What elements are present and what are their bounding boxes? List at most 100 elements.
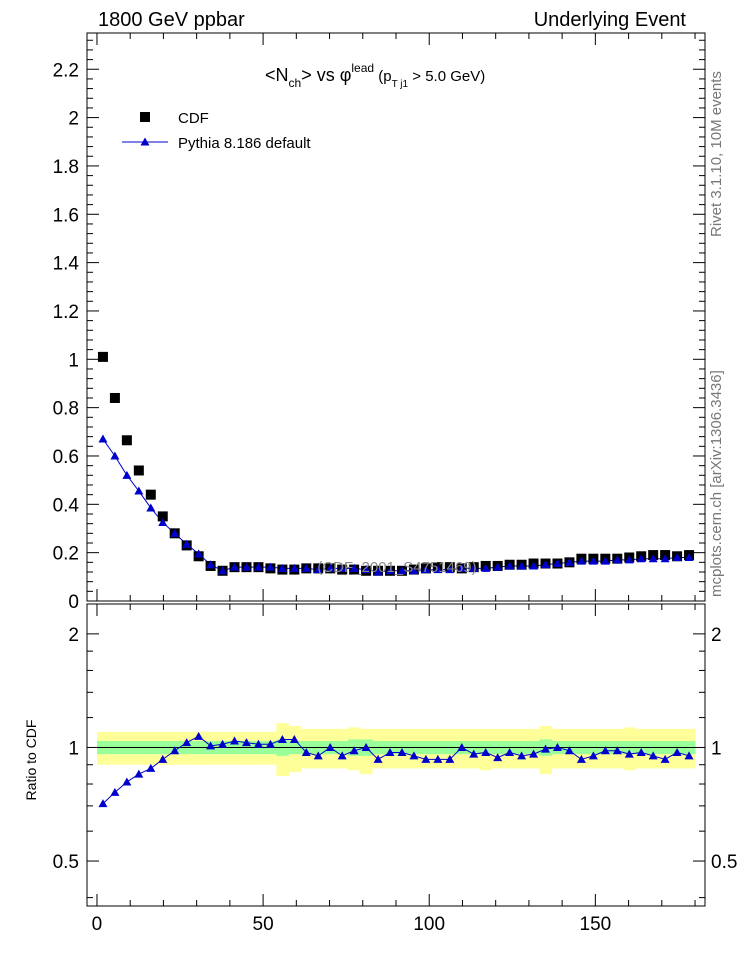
mc-point (194, 549, 204, 558)
ratio-point (134, 769, 144, 778)
ratio-point (170, 746, 180, 755)
ratio-y-axis-label: Ratio to CDF (23, 720, 39, 801)
mc-point (684, 552, 694, 561)
mc-point (170, 528, 180, 537)
x-tick-label: 150 (580, 914, 612, 935)
mc-point (457, 563, 467, 572)
mc-point (660, 554, 670, 563)
ratio-point (122, 777, 132, 786)
mc-point (98, 434, 108, 443)
mc-point (672, 552, 682, 561)
ratio-point (409, 751, 419, 760)
ratio-point (397, 747, 407, 756)
header-left: 1800 GeV ppbar (98, 9, 245, 31)
ratio-point (564, 746, 574, 755)
mc-point (588, 556, 598, 565)
mc-point (241, 562, 251, 571)
ratio-point (277, 734, 287, 743)
plot-title-sup: lead (351, 61, 374, 75)
plot-title-open: <N (265, 65, 289, 85)
ratio-point (505, 747, 515, 756)
x-tick-label: 100 (413, 914, 445, 935)
mc-point (421, 565, 431, 574)
mc-point (493, 562, 503, 571)
ratio-y-tick-label: 0.5 (53, 852, 79, 873)
ratio-point (349, 746, 359, 755)
ratio-point (206, 741, 216, 750)
main-y-tick-label: 0.8 (53, 399, 79, 420)
ratio-point (385, 747, 395, 756)
mc-point (361, 565, 371, 574)
legend-cdf-marker (140, 112, 150, 122)
ratio-point (636, 747, 646, 756)
mc-point (612, 555, 622, 564)
ratio-point (457, 742, 467, 751)
main-y-tick-label: 1.2 (53, 302, 79, 323)
mc-point (469, 563, 479, 572)
cdf-data-point (133, 465, 144, 476)
ratio-point (241, 738, 251, 747)
ratio-point (493, 753, 503, 762)
mc-series-polyline (102, 438, 690, 573)
mc-point (409, 566, 419, 575)
ratio-point (265, 739, 275, 748)
ratio-point (552, 742, 562, 751)
mc-point (349, 563, 359, 572)
mc-point (505, 561, 515, 570)
mc-point (265, 562, 275, 571)
ratio-y-tick-label-right: 0.5 (711, 852, 737, 873)
main-y-tick-label: 1.8 (53, 157, 79, 178)
mc-series-line (102, 438, 690, 573)
mc-point (397, 566, 407, 575)
mc-point (636, 554, 646, 563)
ratio-point (421, 754, 431, 763)
ratio-point (325, 742, 335, 751)
mc-point (146, 503, 156, 512)
ratio-point (469, 749, 479, 758)
ratio-y-tick-label-right: 2 (711, 625, 722, 646)
ratio-point (481, 747, 491, 756)
mc-point (122, 470, 132, 479)
x-tick-label: 50 (253, 914, 274, 935)
main-y-tick-label: 1.6 (53, 205, 79, 226)
mc-point (110, 451, 120, 460)
mc-point (373, 567, 383, 576)
mc-point (337, 563, 347, 572)
ratio-point (445, 754, 455, 763)
mc-point (289, 563, 299, 572)
ratio-point (158, 754, 168, 763)
ratio-point (624, 749, 634, 758)
ratio-axis-ticks (87, 604, 705, 906)
mc-point (158, 517, 168, 526)
ratio-point (98, 799, 108, 808)
ratio-point (146, 763, 156, 772)
ratio-point (660, 754, 670, 763)
main-y-tick-label: 0 (68, 592, 79, 613)
ratio-point (373, 754, 383, 763)
ratio-point (672, 747, 682, 756)
legend: CDF Pythia 8.186 default (122, 110, 311, 152)
mcplots-label: mcplots.cern.ch [arXiv:1306.3436] (708, 370, 725, 597)
plot-title-mid: > vs φ (301, 65, 351, 85)
ratio-point (313, 751, 323, 760)
mc-point (230, 562, 240, 571)
ratio-point (110, 787, 120, 796)
cdf-data-point (121, 435, 132, 446)
legend-mc-label: Pythia 8.186 default (178, 135, 311, 152)
ratio-point (337, 751, 347, 760)
legend-cdf-label: CDF (178, 110, 209, 127)
ratio-point (218, 739, 228, 748)
legend-mc-marker (140, 137, 150, 146)
header-right: Underlying Event (534, 9, 687, 31)
mc-point (624, 555, 634, 564)
ratio-point (301, 747, 311, 756)
ratio-point (529, 749, 539, 758)
main-y-tick-label: 0.6 (53, 447, 79, 468)
ratio-point (576, 754, 586, 763)
mc-point (517, 561, 527, 570)
ratio-point (182, 738, 192, 747)
ratio-point (253, 739, 263, 748)
ratio-point (230, 736, 240, 745)
ratio-panel: 0.5 0.5 1 1 2 2 0 50 100 150 Ratio to CDF (23, 603, 737, 935)
main-y-tick-label: 1 (68, 350, 79, 371)
